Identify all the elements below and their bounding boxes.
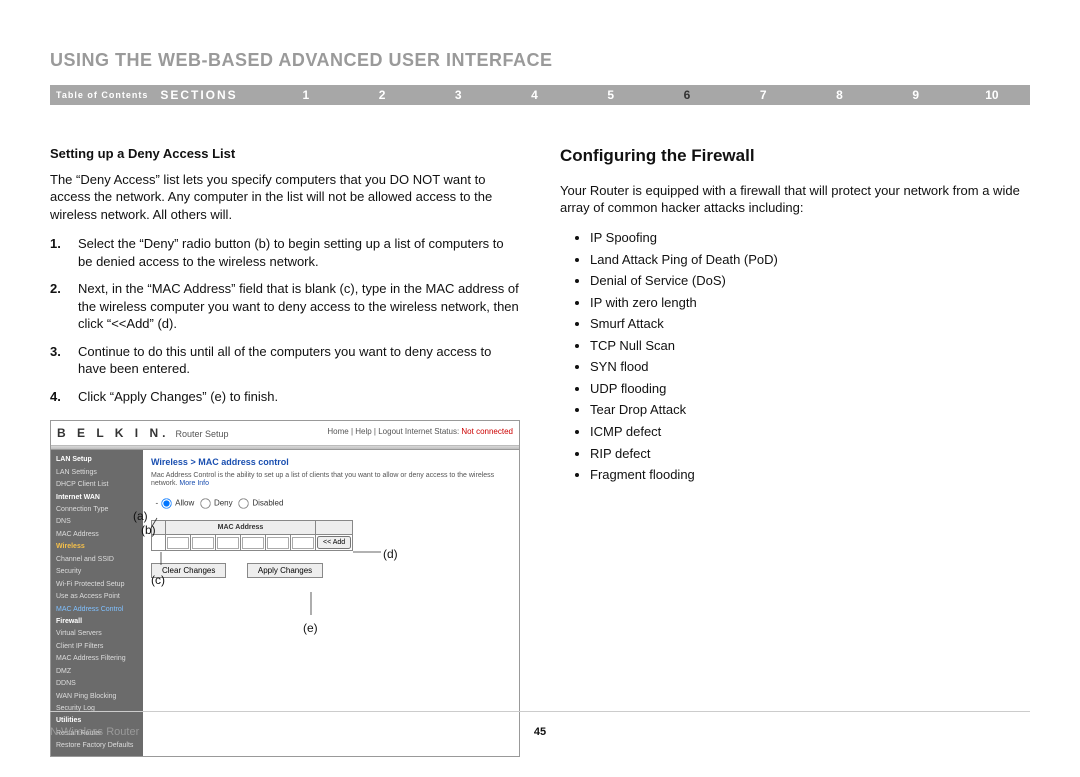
sidebar-item[interactable]: MAC Address Control: [51, 603, 143, 615]
attack-item: Smurf Attack: [590, 315, 1030, 333]
section-nav-bar: Table of Contents SECTIONS 1 2 3 4 5 6 7…: [50, 85, 1030, 105]
sidebar-item[interactable]: DHCP Client List: [51, 479, 143, 491]
mac-field[interactable]: [217, 537, 239, 549]
mac-field[interactable]: [167, 537, 189, 549]
sidebar-item[interactable]: Client IP Filters: [51, 640, 143, 652]
section-link-9[interactable]: 9: [878, 88, 954, 102]
mac-field[interactable]: [192, 537, 214, 549]
annot-d: (d): [383, 546, 398, 562]
step-text-4: Click “Apply Changes” (e) to finish.: [78, 388, 520, 406]
left-column: Setting up a Deny Access List The “Deny …: [50, 145, 520, 757]
step-num-1: 1.: [50, 235, 78, 270]
deny-radio[interactable]: [200, 498, 210, 508]
sidebar-item[interactable]: DDNS: [51, 678, 143, 690]
sidebar-item[interactable]: WAN Ping Blocking: [51, 690, 143, 702]
section-link-4[interactable]: 4: [496, 88, 572, 102]
disabled-radio[interactable]: [238, 498, 248, 508]
mac-field[interactable]: [292, 537, 314, 549]
attack-item: TCP Null Scan: [590, 337, 1030, 355]
deny-access-intro: The “Deny Access” list lets you specify …: [50, 171, 520, 224]
section-link-8[interactable]: 8: [801, 88, 877, 102]
sidebar-item[interactable]: LAN Setup: [51, 454, 143, 466]
attack-item: Fragment flooding: [590, 466, 1030, 484]
step-text-1: Select the “Deny” radio button (b) to be…: [78, 235, 520, 270]
annot-e: (e): [303, 620, 318, 636]
section-link-5[interactable]: 5: [573, 88, 649, 102]
firewall-intro: Your Router is equipped with a firewall …: [560, 182, 1030, 217]
sidebar-item[interactable]: Channel and SSID: [51, 553, 143, 565]
attack-item: Denial of Service (DoS): [590, 272, 1030, 290]
router-breadcrumb: Wireless > MAC address control: [151, 456, 511, 468]
mac-header: MAC Address: [166, 520, 316, 534]
allow-radio[interactable]: [162, 498, 172, 508]
firewall-heading: Configuring the Firewall: [560, 145, 1030, 168]
footer-product: N Wireless Router: [50, 726, 139, 738]
sections-label: SECTIONS: [160, 88, 267, 102]
router-status-links: Home | Help | Logout Internet Status: No…: [327, 427, 513, 438]
attack-item: RIP defect: [590, 445, 1030, 463]
router-screenshot: B E L K I N.Router Setup Home | Help | L…: [50, 420, 520, 758]
sidebar-item[interactable]: Virtual Servers: [51, 628, 143, 640]
section-link-1[interactable]: 1: [268, 88, 344, 102]
router-desc: Mac Address Control is the ability to se…: [151, 472, 511, 489]
section-link-10[interactable]: 10: [954, 88, 1030, 102]
page-footer: N Wireless Router 45: [50, 726, 1030, 738]
section-link-3[interactable]: 3: [420, 88, 496, 102]
add-button[interactable]: << Add: [317, 536, 351, 549]
clear-changes-button[interactable]: Clear Changes: [151, 563, 226, 578]
radio-row: - Allow Deny Disabled: [151, 497, 511, 510]
section-link-2[interactable]: 2: [344, 88, 420, 102]
more-info-link[interactable]: More Info: [179, 480, 209, 487]
right-column: Configuring the Firewall Your Router is …: [560, 145, 1030, 757]
router-logo: B E L K I N.Router Setup: [57, 425, 229, 441]
attack-item: ICMP defect: [590, 423, 1030, 441]
sidebar-item[interactable]: Wireless: [51, 541, 143, 553]
mac-field[interactable]: [242, 537, 264, 549]
step-num-2: 2.: [50, 280, 78, 333]
step-text-3: Continue to do this until all of the com…: [78, 343, 520, 378]
mac-table: MAC Address << Add: [151, 520, 353, 551]
sidebar-item[interactable]: Firewall: [51, 615, 143, 627]
sidebar-item[interactable]: LAN Settings: [51, 466, 143, 478]
step-num-3: 3.: [50, 343, 78, 378]
mac-field[interactable]: [267, 537, 289, 549]
attack-item: Tear Drop Attack: [590, 401, 1030, 419]
sidebar-item[interactable]: Connection Type: [51, 504, 143, 516]
sidebar-item[interactable]: MAC Address: [51, 528, 143, 540]
deny-access-heading: Setting up a Deny Access List: [50, 145, 520, 163]
step-text-2: Next, in the “MAC Address” field that is…: [78, 280, 520, 333]
sidebar-item[interactable]: Wi-Fi Protected Setup: [51, 578, 143, 590]
page-title: USING THE WEB-BASED ADVANCED USER INTERF…: [50, 50, 1030, 71]
attack-item: UDP flooding: [590, 380, 1030, 398]
attack-item: IP Spoofing: [590, 229, 1030, 247]
attack-item: SYN flood: [590, 358, 1030, 376]
step-num-4: 4.: [50, 388, 78, 406]
sidebar-item[interactable]: DNS: [51, 516, 143, 528]
attack-item: IP with zero length: [590, 294, 1030, 312]
sidebar-item[interactable]: Internet WAN: [51, 491, 143, 503]
apply-changes-button[interactable]: Apply Changes: [247, 563, 323, 578]
attack-item: Land Attack Ping of Death (PoD): [590, 251, 1030, 269]
steps-list: 1.Select the “Deny” radio button (b) to …: [50, 235, 520, 405]
sidebar-item[interactable]: Use as Access Point: [51, 591, 143, 603]
attack-list: IP Spoofing Land Attack Ping of Death (Po…: [590, 229, 1030, 484]
sidebar-item[interactable]: MAC Address Filtering: [51, 653, 143, 665]
sidebar-item[interactable]: Restore Factory Defaults: [51, 740, 143, 752]
sidebar-item[interactable]: DMZ: [51, 665, 143, 677]
footer-page-number: 45: [534, 726, 546, 738]
section-link-7[interactable]: 7: [725, 88, 801, 102]
sidebar-item[interactable]: Security: [51, 566, 143, 578]
section-link-6[interactable]: 6: [649, 88, 725, 102]
footer-rule: [50, 711, 1030, 712]
sidebar-item[interactable]: Security Log: [51, 703, 143, 715]
toc-link[interactable]: Table of Contents: [50, 90, 160, 100]
